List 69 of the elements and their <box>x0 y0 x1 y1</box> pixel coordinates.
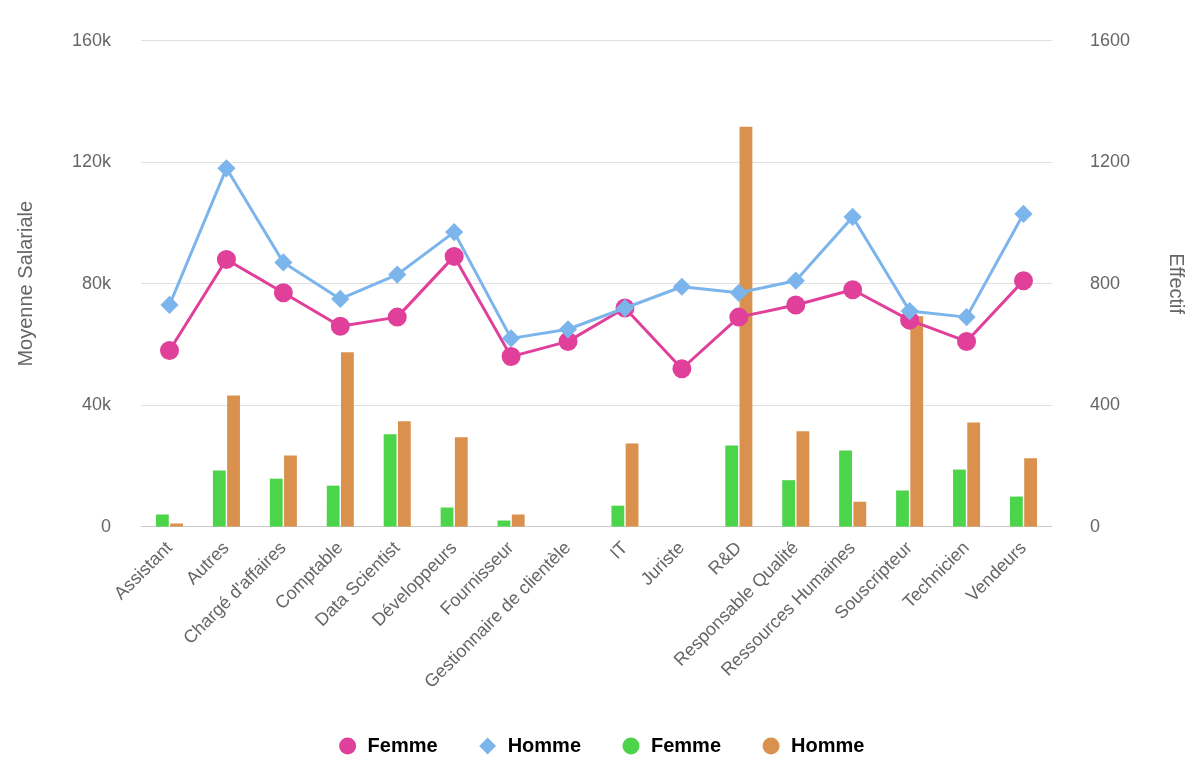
point <box>330 316 350 336</box>
y-tick-label: 40k <box>82 394 113 415</box>
bar <box>397 421 411 527</box>
bar <box>341 352 354 527</box>
point <box>559 320 577 338</box>
legend-label: Homme <box>791 733 865 756</box>
point <box>444 246 464 266</box>
legend-label: Homme <box>507 733 582 756</box>
point <box>730 284 748 302</box>
point <box>672 359 692 379</box>
point <box>673 278 691 296</box>
bar <box>227 395 240 527</box>
legend-label: Femme <box>367 733 438 756</box>
y-axis-title: Moyenne Salariale <box>13 200 36 367</box>
point <box>388 266 406 284</box>
y-tick-label: 160k <box>71 29 113 50</box>
y2-tick-label: 0 <box>1089 515 1100 536</box>
bar <box>269 478 283 527</box>
point <box>501 347 521 367</box>
bar <box>839 450 852 527</box>
point <box>901 302 919 320</box>
y-tick-label: 120k <box>71 151 113 172</box>
point <box>273 283 293 303</box>
y2-axis-title: Effectif <box>1166 253 1189 315</box>
point <box>1014 205 1032 223</box>
bar <box>1024 458 1038 527</box>
point <box>331 290 349 308</box>
bar <box>625 443 639 527</box>
point <box>958 308 976 326</box>
point <box>160 341 179 361</box>
bar <box>910 316 924 527</box>
point <box>843 280 863 300</box>
bar <box>284 455 297 527</box>
legend-label: Femme <box>651 733 722 756</box>
bar <box>511 514 525 527</box>
point <box>216 249 236 269</box>
bar <box>155 514 169 527</box>
point <box>217 159 235 177</box>
y2-tick-label: 400 <box>1089 394 1120 415</box>
bar <box>383 434 397 527</box>
bar <box>967 422 981 527</box>
point <box>844 208 862 226</box>
point <box>502 329 520 347</box>
y2-tick-label: 1600 <box>1089 29 1130 50</box>
point <box>729 307 749 327</box>
point <box>787 272 805 290</box>
bar <box>611 505 625 527</box>
point <box>957 331 977 351</box>
point <box>445 223 463 241</box>
point <box>274 253 292 271</box>
y2-tick-label: 800 <box>1089 272 1120 293</box>
bar <box>326 485 340 527</box>
bar <box>953 469 966 527</box>
bar <box>212 470 226 527</box>
bar <box>853 501 867 527</box>
bar <box>896 490 909 527</box>
bar <box>725 445 739 527</box>
point <box>1013 271 1033 291</box>
bar <box>1009 496 1023 527</box>
y-tick-label: 0 <box>101 515 112 536</box>
y-tick-label: 80k <box>82 272 113 293</box>
y2-tick-label: 1200 <box>1089 151 1130 172</box>
bar <box>782 480 796 527</box>
point <box>387 307 407 327</box>
point <box>786 295 806 315</box>
point <box>161 296 178 314</box>
bar <box>454 437 468 527</box>
x-tick-label: IT <box>605 537 632 563</box>
bar <box>796 431 810 527</box>
